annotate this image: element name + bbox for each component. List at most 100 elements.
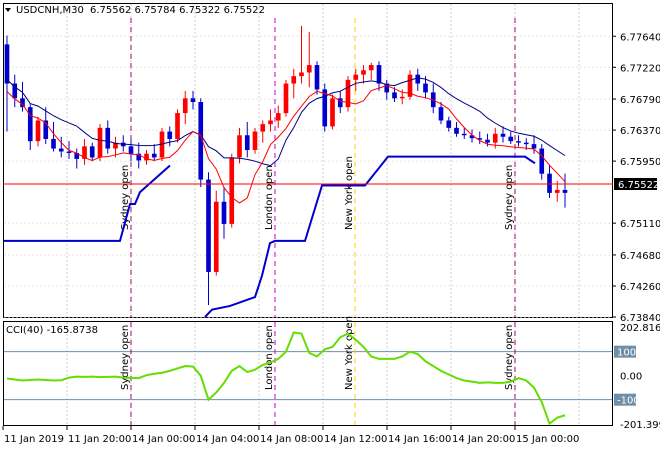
candle-body bbox=[353, 74, 359, 80]
candle-body bbox=[283, 83, 289, 114]
candle-body bbox=[337, 98, 343, 108]
candle-body bbox=[322, 89, 328, 127]
price-tick-label: 6.73840 bbox=[620, 313, 660, 324]
candle-body bbox=[27, 107, 33, 142]
price-tick-label: 6.74260 bbox=[620, 282, 660, 293]
candle-body bbox=[4, 44, 10, 84]
candle-body bbox=[206, 179, 211, 272]
cci-title: CCI(40) -165.8738 bbox=[6, 325, 98, 336]
candle-body bbox=[477, 138, 483, 140]
candle-body bbox=[415, 74, 421, 84]
candle-body bbox=[82, 146, 87, 159]
candle-body bbox=[314, 65, 320, 90]
candles bbox=[4, 25, 568, 306]
cci-panel-frame bbox=[3, 321, 613, 426]
candle-body bbox=[454, 127, 459, 134]
time-tick-label: 11 Jan 20:00 bbox=[68, 434, 131, 445]
candle-body bbox=[554, 189, 560, 193]
time-tick-label: 14 Jan 00:00 bbox=[132, 434, 195, 445]
session-label: New York open bbox=[344, 156, 355, 230]
cci-tick-label: -100 bbox=[617, 396, 640, 407]
price-tick-label: 6.76370 bbox=[620, 126, 660, 137]
candle-body bbox=[175, 113, 180, 139]
ohlc-values: 6.75562 6.75784 6.75322 6.75522 bbox=[90, 5, 265, 16]
candle-body bbox=[182, 98, 188, 114]
candle-body bbox=[167, 131, 173, 139]
time-tick-label: 14 Jan 08:00 bbox=[260, 434, 323, 445]
ma-slow-line bbox=[6, 77, 566, 167]
candle-body bbox=[376, 65, 382, 84]
candle-body bbox=[562, 189, 568, 193]
candle-body bbox=[368, 65, 374, 71]
stop-line bbox=[4, 155, 536, 318]
trailing-stop-segment bbox=[204, 155, 536, 318]
candle-body bbox=[516, 141, 521, 143]
candle-body bbox=[361, 70, 366, 75]
candle-body bbox=[237, 135, 242, 158]
price-tick-label: 6.75950 bbox=[620, 157, 660, 168]
candle-body bbox=[244, 135, 250, 151]
candle-body bbox=[260, 124, 266, 132]
price-tick-label: 6.75110 bbox=[620, 219, 660, 230]
candle-body bbox=[105, 127, 111, 149]
candle-body bbox=[151, 153, 157, 158]
candle-body bbox=[159, 131, 165, 158]
session-label: New York open bbox=[344, 316, 355, 390]
candle-body bbox=[213, 201, 219, 272]
candle-body bbox=[74, 152, 80, 159]
candle-body bbox=[384, 83, 390, 93]
current-price-box bbox=[614, 178, 657, 190]
candle-body bbox=[268, 120, 273, 125]
candle-body bbox=[392, 92, 397, 99]
candle-body bbox=[252, 131, 258, 151]
candle-body bbox=[539, 148, 545, 174]
candle-body bbox=[461, 133, 467, 136]
candle-body bbox=[20, 98, 25, 108]
candle-body bbox=[190, 98, 196, 103]
candle-body bbox=[330, 98, 335, 127]
price-tick-label: 6.77640 bbox=[620, 32, 660, 43]
moving-averages bbox=[6, 77, 566, 204]
candle-body bbox=[221, 201, 227, 224]
price-tick-label: 6.77220 bbox=[620, 63, 660, 74]
candle-body bbox=[58, 148, 64, 152]
candle-body bbox=[35, 120, 41, 142]
current-price-label: 6.75522 bbox=[618, 180, 659, 191]
candle-body bbox=[523, 142, 529, 145]
price-panel-frame bbox=[3, 3, 613, 318]
candle-body bbox=[128, 146, 134, 154]
cci-level-box bbox=[614, 345, 636, 358]
candle-body bbox=[531, 144, 537, 149]
candle-body bbox=[299, 72, 304, 77]
session-label: London open bbox=[264, 325, 275, 390]
candle-body bbox=[446, 120, 452, 128]
candle-body bbox=[275, 113, 281, 121]
candle-body bbox=[291, 76, 297, 84]
candle-body bbox=[399, 96, 405, 99]
candle-body bbox=[43, 120, 49, 139]
trailing-stop-segment bbox=[4, 164, 171, 242]
candle-body bbox=[469, 135, 475, 139]
candle-body bbox=[492, 133, 498, 143]
cci-level-box bbox=[614, 393, 636, 406]
triangle-down-icon[interactable] bbox=[5, 8, 11, 12]
time-tick-label: 14 Jan 20:00 bbox=[452, 434, 515, 445]
cci-tick-label: -201.3991 bbox=[620, 420, 660, 431]
candle-body bbox=[508, 136, 514, 142]
candle-body bbox=[547, 173, 552, 193]
session-lines: Sydney open Sydney open London open London … bbox=[120, 18, 516, 425]
candle-body bbox=[113, 142, 118, 149]
candle-body bbox=[345, 79, 351, 108]
candle-body bbox=[51, 138, 56, 149]
candle-body bbox=[66, 151, 72, 153]
candle-body bbox=[97, 127, 103, 158]
cci-tick-label: 100 bbox=[617, 348, 636, 359]
time-tick-label: 11 Jan 2019 bbox=[4, 434, 64, 445]
candle-body bbox=[229, 157, 235, 224]
price-axis: 6.77640 6.77220 6.76790 6.76370 6.75950 6.751… bbox=[612, 32, 660, 431]
time-tick-label: 14 Jan 04:00 bbox=[196, 434, 259, 445]
time-tick-label: 14 Jan 12:00 bbox=[324, 434, 387, 445]
